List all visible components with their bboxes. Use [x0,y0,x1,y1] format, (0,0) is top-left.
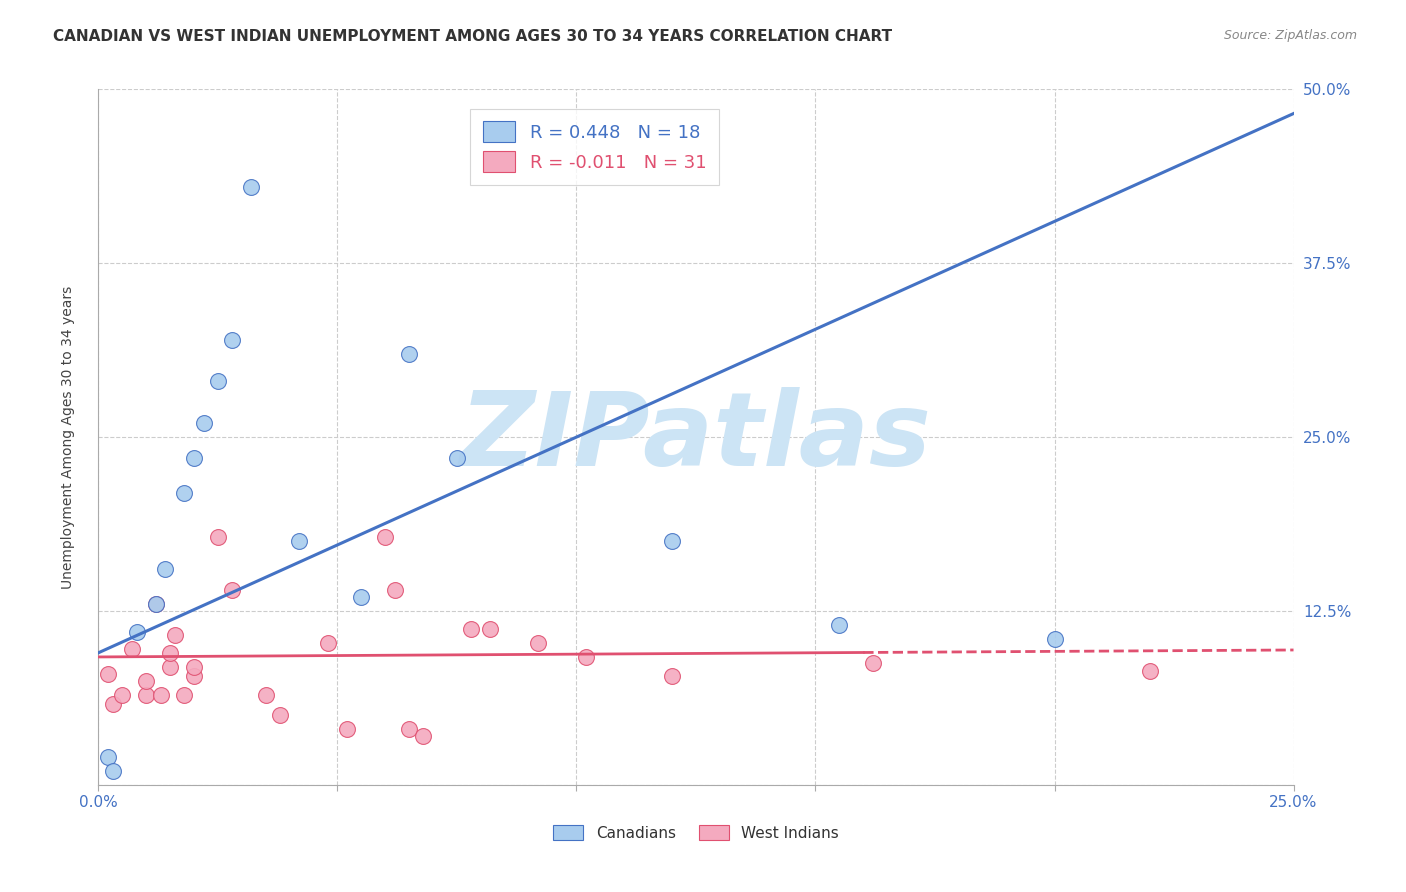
Point [240,179,263,194]
Point [145,597,167,611]
Point [862,656,884,670]
Point [269,708,291,723]
Point [288,534,311,549]
Point [163,628,186,642]
Point [183,669,205,683]
Point [193,416,215,430]
Y-axis label: Unemployment Among Ages 30 to 34 years: Unemployment Among Ages 30 to 34 years [60,285,75,589]
Point [183,450,205,465]
Point [1043,632,1066,646]
Point [828,618,851,632]
Point [479,622,502,636]
Point [207,530,229,544]
Legend: Canadians, West Indians: Canadians, West Indians [547,819,845,847]
Point [1139,664,1161,678]
Point [460,622,482,636]
Point [135,673,157,688]
Point [398,723,420,737]
Point [336,723,359,737]
Point [183,659,205,673]
Text: ZIPatlas: ZIPatlas [460,386,932,488]
Point [125,624,148,639]
Point [135,688,157,702]
Point [121,641,143,656]
Point [221,333,243,347]
Point [207,375,229,389]
Point [159,646,181,660]
Point [316,636,339,650]
Point [661,534,683,549]
Point [97,750,120,764]
Point [575,649,598,664]
Point [398,346,420,360]
Point [350,590,373,604]
Point [101,764,124,778]
Point [374,530,396,544]
Point [412,729,434,743]
Point [97,666,120,681]
Point [111,688,134,702]
Text: Source: ZipAtlas.com: Source: ZipAtlas.com [1223,29,1357,42]
Point [221,583,243,598]
Point [661,669,683,683]
Point [527,636,550,650]
Point [446,450,468,465]
Point [145,597,167,611]
Point [159,659,181,673]
Point [254,688,277,702]
Point [173,688,195,702]
Point [149,688,172,702]
Point [384,583,406,598]
Point [173,485,195,500]
Text: CANADIAN VS WEST INDIAN UNEMPLOYMENT AMONG AGES 30 TO 34 YEARS CORRELATION CHART: CANADIAN VS WEST INDIAN UNEMPLOYMENT AMO… [53,29,893,44]
Point [155,562,177,576]
Point [101,698,124,712]
